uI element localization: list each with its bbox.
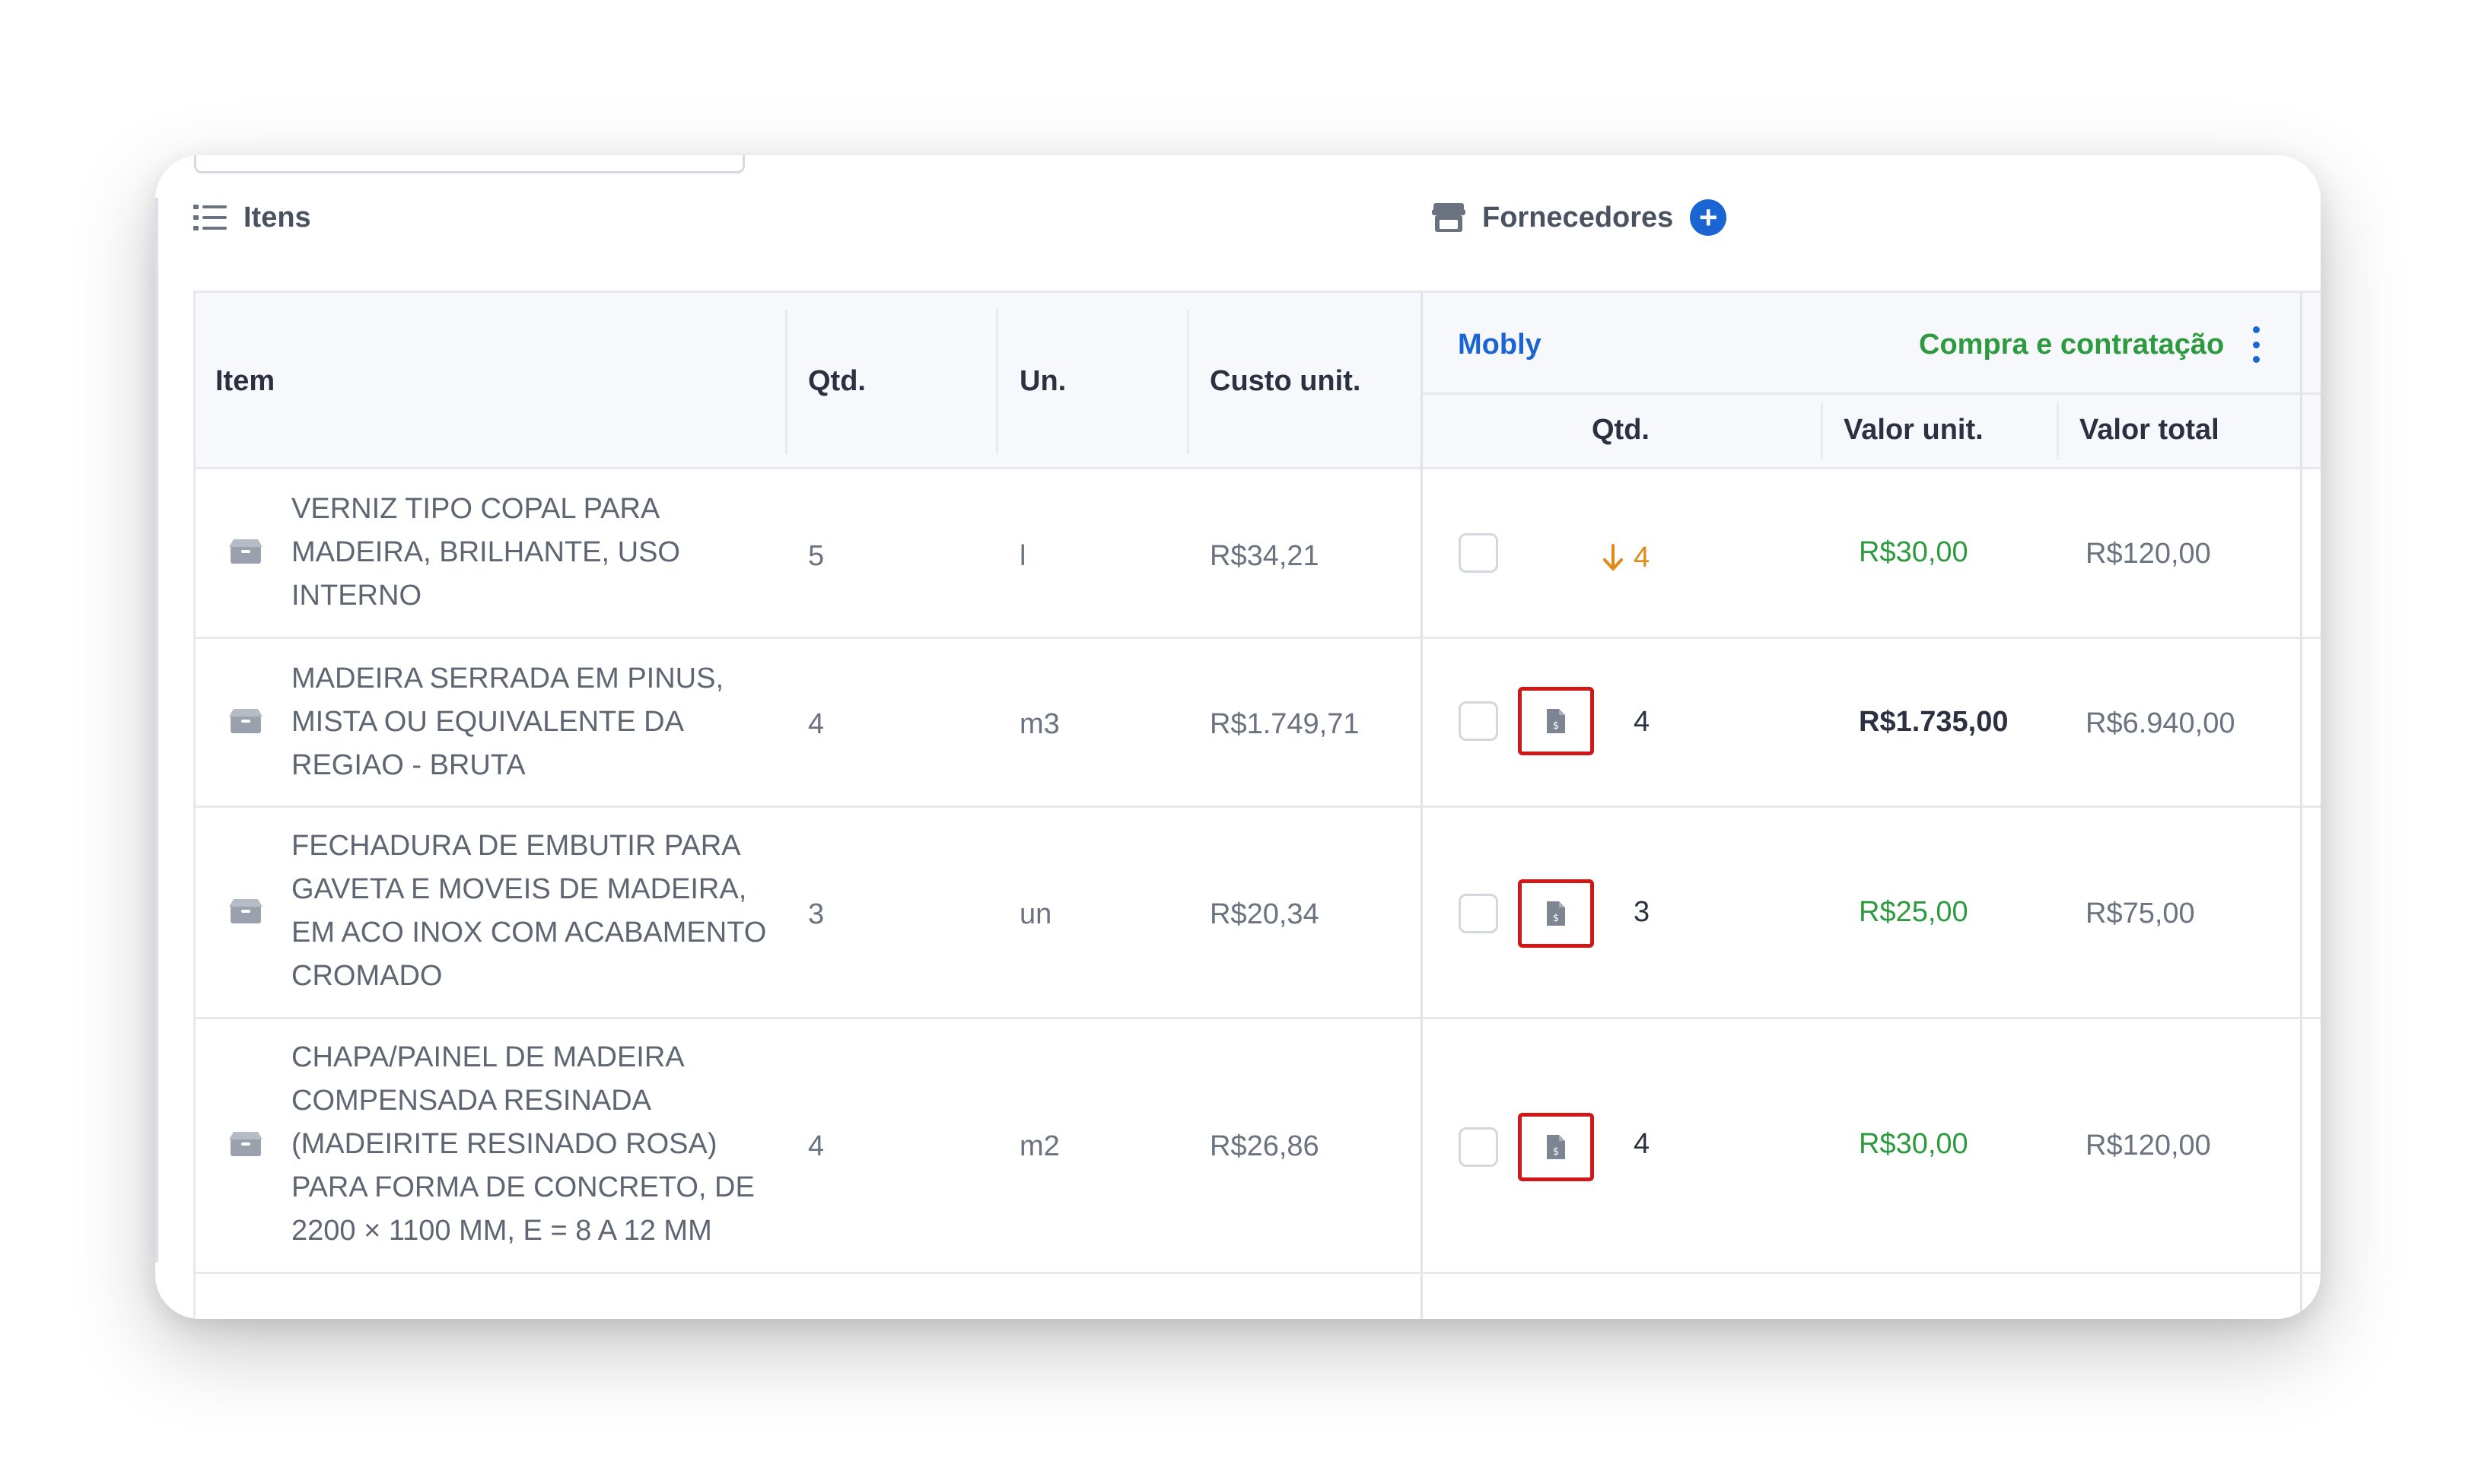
- supplier-unit-value[interactable]: R$25,00: [1859, 896, 1968, 928]
- header-unit-value: Valor unit.: [1844, 413, 1984, 446]
- row-separator: [196, 637, 2321, 639]
- document-button[interactable]: $: [1518, 1113, 1594, 1181]
- supplier-unit-value[interactable]: R$30,00: [1859, 1128, 1968, 1160]
- header-divider: [996, 310, 998, 454]
- item-unit: m3: [1020, 707, 1060, 740]
- table-header: Item Qtd. Un. Custo unit. Mobly Compra e…: [196, 293, 2321, 469]
- supplier-total: R$6.940,00: [2086, 707, 2235, 739]
- row-checkbox[interactable]: [1459, 701, 1498, 741]
- box-icon: [229, 1132, 262, 1156]
- svg-text:$: $: [1553, 913, 1559, 924]
- item-qty: 3: [808, 898, 825, 930]
- item-qty: 5: [808, 539, 825, 572]
- header-divider: [1821, 403, 1823, 459]
- arrow-down-icon: [1603, 544, 1623, 570]
- supplier-qty-warning: 4: [1602, 535, 1650, 580]
- row-separator: [196, 1017, 2321, 1019]
- kebab-menu-icon[interactable]: [2241, 320, 2271, 369]
- header-total-value: Valor total: [2079, 413, 2219, 446]
- item-qty: 4: [808, 1130, 825, 1162]
- item-unit-cost: R$1.749,71: [1210, 707, 1360, 740]
- supplier-qty: 4: [1634, 1128, 1650, 1160]
- item-description: MADEIRA SERRADA EM PINUS, MISTA OU EQUIV…: [291, 663, 724, 781]
- document-icon: $: [1547, 1135, 1565, 1159]
- supplier-qty: 4: [1634, 541, 1650, 574]
- plus-circle-icon: +: [1699, 199, 1718, 235]
- suppliers-title: Fornecedores: [1482, 201, 1674, 234]
- supplier-total: R$120,00: [2086, 538, 2211, 570]
- items-section-title: Itens: [193, 195, 311, 240]
- supplier-unit-value[interactable]: R$1.735,00: [1859, 706, 2009, 738]
- supplier-unit-value[interactable]: R$30,00: [1859, 536, 1968, 568]
- document-icon: $: [1547, 901, 1565, 926]
- items-table: Item Qtd. Un. Custo unit. Mobly Compra e…: [193, 291, 2321, 1319]
- box-icon: [229, 539, 262, 564]
- items-title: Itens: [243, 201, 311, 234]
- item-unit-cost: R$20,34: [1210, 898, 1319, 930]
- supplier-qty: 3: [1634, 896, 1650, 928]
- table-row: CHAPA/PAINEL DE MADEIRA COMPENSADA RESIN…: [196, 1019, 2321, 1272]
- header-supplier-qty: Qtd.: [1592, 413, 1650, 446]
- header-qty: Qtd.: [808, 364, 866, 397]
- item-unit-cost: R$34,21: [1210, 539, 1319, 572]
- row-separator: [196, 1272, 2321, 1274]
- list-icon: [193, 205, 227, 230]
- header-divider: [785, 310, 787, 454]
- table-row: MADEIRA SERRADA EM PINUS, MISTA OU EQUIV…: [196, 639, 2321, 806]
- box-icon: [229, 709, 262, 733]
- document-icon: $: [1547, 709, 1565, 733]
- card-edge: [155, 198, 158, 1263]
- svg-text:$: $: [1553, 1146, 1559, 1158]
- supplier-header-divider: [1421, 392, 2321, 395]
- supplier-qty: 4: [1634, 706, 1650, 738]
- item-qty: 4: [808, 707, 825, 740]
- suppliers-section-title: Fornecedores +: [1432, 195, 1727, 240]
- row-checkbox[interactable]: [1459, 1127, 1498, 1167]
- item-unit: un: [1020, 898, 1052, 930]
- item-description: VERNIZ TIPO COPAL PARA MADEIRA, BRILHANT…: [291, 493, 680, 612]
- store-icon: [1432, 203, 1465, 232]
- header-unit-cost: Custo unit.: [1210, 364, 1361, 397]
- svg-text:$: $: [1553, 720, 1559, 732]
- table-row: VERNIZ TIPO COPAL PARA MADEIRA, BRILHANT…: [196, 469, 2321, 637]
- header-item: Item: [215, 364, 275, 397]
- row-checkbox[interactable]: [1459, 894, 1498, 933]
- header-unit: Un.: [1020, 364, 1067, 397]
- quote-card: Itens Fornecedores + Item Qtd. Un. Custo…: [155, 155, 2321, 1319]
- add-supplier-button[interactable]: +: [1690, 199, 1727, 236]
- document-button[interactable]: $: [1518, 687, 1594, 755]
- supplier-name[interactable]: Mobly: [1458, 328, 1541, 361]
- supplier-total: R$75,00: [2086, 898, 2195, 929]
- item-description: FECHADURA DE EMBUTIR PARA GAVETA E MOVEI…: [291, 830, 767, 992]
- header-divider: [2057, 403, 2059, 459]
- box-icon: [229, 899, 262, 923]
- row-checkbox[interactable]: [1459, 533, 1498, 573]
- table-row: FECHADURA DE EMBUTIR PARA GAVETA E MOVEI…: [196, 808, 2321, 1017]
- item-description: CHAPA/PAINEL DE MADEIRA COMPENSADA RESIN…: [291, 1041, 755, 1247]
- header-divider: [1187, 310, 1189, 454]
- row-separator: [196, 806, 2321, 808]
- supplier-total: R$120,00: [2086, 1130, 2211, 1161]
- document-button[interactable]: $: [1518, 879, 1594, 948]
- item-unit-cost: R$26,86: [1210, 1130, 1319, 1162]
- item-unit: m2: [1020, 1130, 1060, 1162]
- item-unit: l: [1020, 539, 1026, 572]
- supplier-status: Compra e contratação: [1919, 328, 2225, 361]
- top-input-field[interactable]: [194, 155, 745, 173]
